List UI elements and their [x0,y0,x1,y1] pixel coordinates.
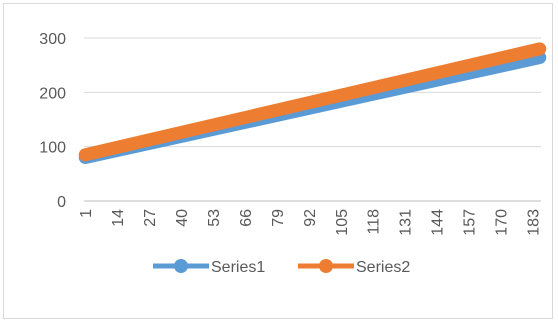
x-tick-label: 27 [142,209,159,227]
series-lines [78,42,547,165]
x-tick-label: 118 [366,209,383,235]
y-tick-label: 0 [57,194,66,211]
x-tick-label: 14 [110,209,127,227]
legend: Series1 Series2 [153,259,410,276]
x-tick-label: 1 [78,209,95,218]
x-tick-label: 183 [525,209,542,236]
legend-marker-1 [174,259,188,273]
y-tick-label: 200 [39,85,66,102]
x-tick-label: 131 [398,209,415,236]
x-tick-label: 66 [238,209,255,227]
y-axis-tick-labels: 0 100 200 300 [39,31,66,211]
y-tick-label: 100 [39,140,66,157]
x-tick-label: 53 [206,209,223,227]
legend-label-1: Series1 [211,259,265,276]
x-tick-label: 144 [430,209,447,236]
x-axis-tick-labels: 1 14 27 40 53 66 79 92 105 118 131 144 157 170 183 [78,209,542,236]
legend-marker-2 [319,259,333,273]
y-tick-label: 300 [39,31,66,48]
x-tick-label: 105 [334,209,351,236]
x-tick-label: 170 [493,209,510,236]
legend-label-2: Series2 [356,259,410,276]
x-tick-label: 79 [270,209,287,227]
x-tick-label: 157 [462,209,479,236]
series-line-2 [78,42,547,162]
x-tick-label: 92 [302,209,319,227]
x-tick-label: 40 [174,209,191,227]
